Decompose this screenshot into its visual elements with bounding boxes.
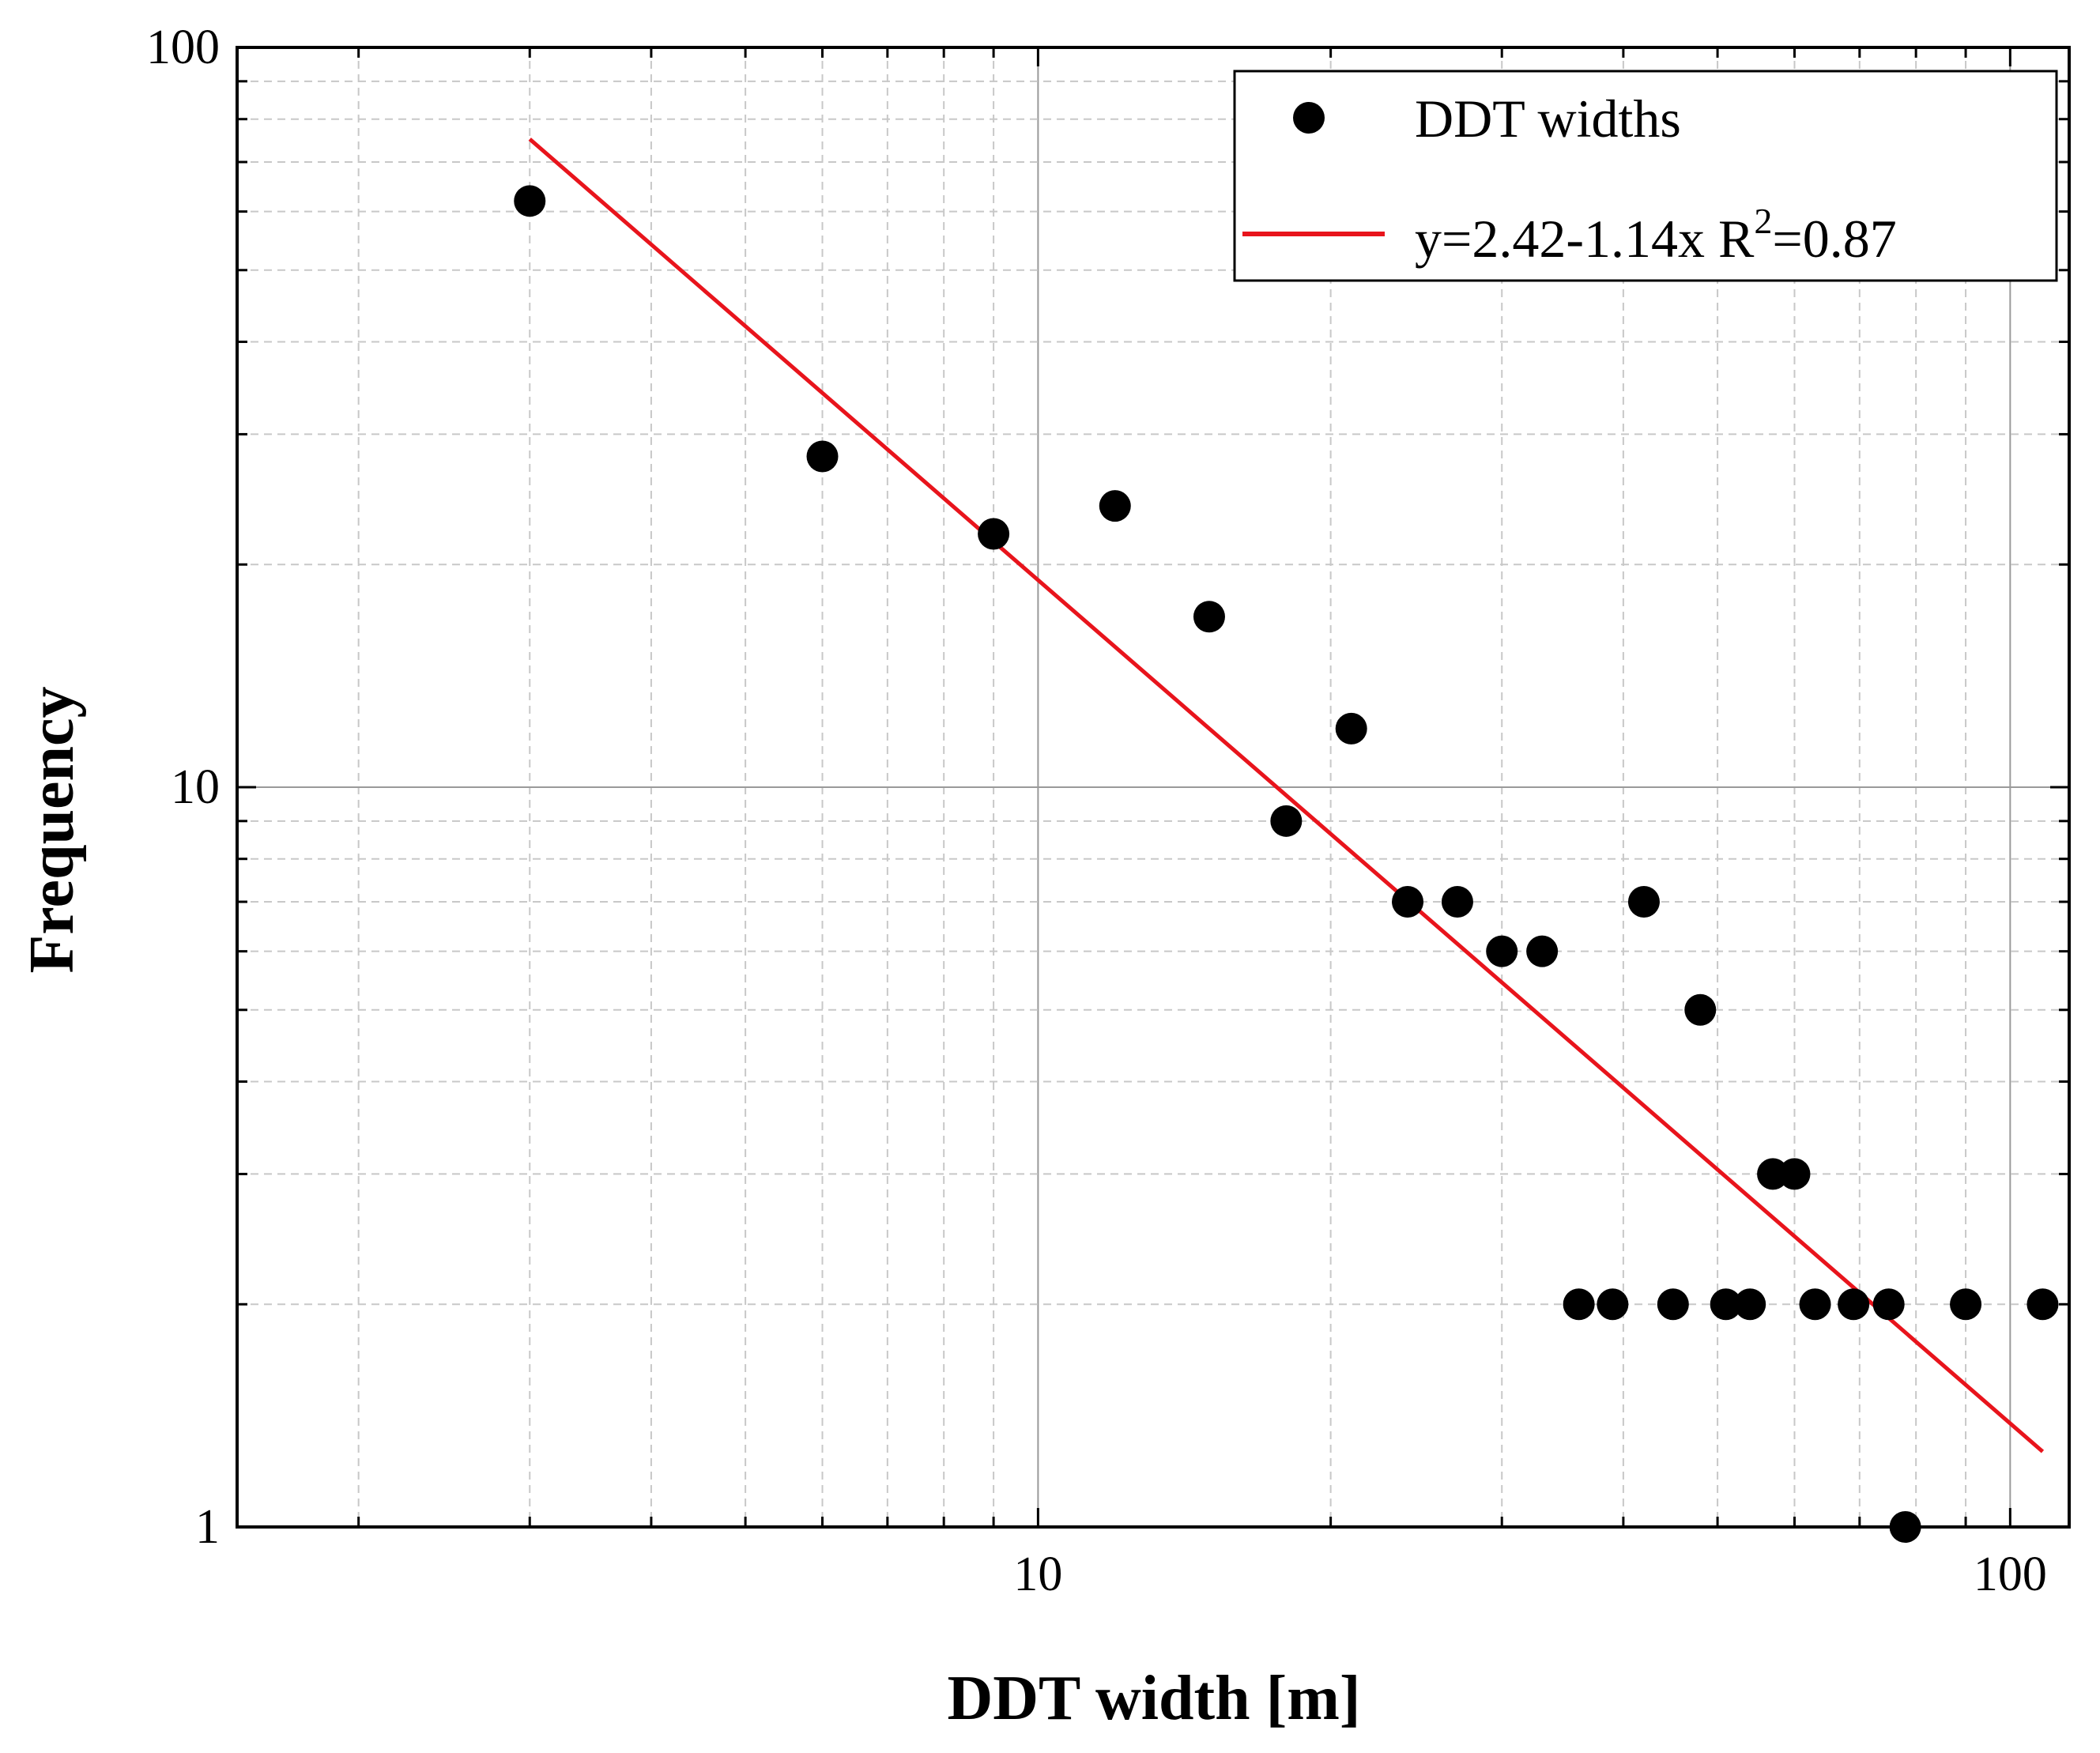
data-point bbox=[1270, 805, 1303, 837]
legend-label-ddt-widths: DDT widths bbox=[1415, 89, 1681, 149]
data-point bbox=[1684, 993, 1717, 1026]
data-point bbox=[1627, 885, 1660, 918]
data-point bbox=[1799, 1288, 1831, 1321]
data-point bbox=[1335, 712, 1367, 745]
data-point bbox=[1392, 885, 1424, 918]
legend-fit-equation: y=2.42-1.14x R bbox=[1415, 209, 1755, 269]
data-point bbox=[1657, 1288, 1689, 1321]
data-point bbox=[514, 185, 546, 217]
points-layer bbox=[514, 185, 2059, 1543]
legend-marker-ddt-widths bbox=[1293, 102, 1325, 134]
x-tick-label: 10 bbox=[1013, 1548, 1062, 1601]
ticks bbox=[237, 47, 2069, 1529]
data-point bbox=[1526, 935, 1559, 967]
grid bbox=[237, 47, 2069, 1527]
data-point bbox=[978, 518, 1010, 550]
data-point bbox=[1872, 1288, 1905, 1321]
data-point bbox=[1757, 1158, 1789, 1190]
data-point bbox=[1778, 1158, 1811, 1190]
data-point bbox=[1193, 601, 1225, 633]
data-point bbox=[1710, 1288, 1742, 1321]
fit-line-layer bbox=[528, 138, 2045, 1453]
legend-fit-superscript: 2 bbox=[1754, 201, 1772, 241]
legend-fit-r2-value: =0.87 bbox=[1772, 209, 1896, 269]
data-point bbox=[2026, 1288, 2059, 1321]
y-tick-label: 100 bbox=[146, 21, 220, 74]
data-point bbox=[1597, 1288, 1629, 1321]
legend: DDT widths y=2.42-1.14x R2=0.87 bbox=[1233, 70, 2058, 282]
tick-labels: 10 100 1 10 100 bbox=[146, 21, 2047, 1601]
data-point bbox=[1734, 1288, 1766, 1321]
y-tick-label: 1 bbox=[195, 1500, 220, 1554]
data-point bbox=[1099, 490, 1131, 522]
y-tick-label: 10 bbox=[171, 760, 220, 814]
data-point bbox=[1838, 1288, 1870, 1321]
data-point bbox=[1563, 1288, 1595, 1321]
data-point bbox=[1950, 1288, 1982, 1321]
data-point bbox=[806, 440, 839, 473]
x-axis-title: DDT width [m] bbox=[947, 1664, 1360, 1733]
y-axis-title: Frequency bbox=[17, 687, 87, 974]
x-tick-label: 100 bbox=[1974, 1548, 2047, 1601]
fit-line bbox=[528, 138, 2045, 1453]
legend-box bbox=[1233, 70, 2058, 282]
data-point bbox=[1486, 935, 1518, 967]
data-point bbox=[1441, 885, 1473, 918]
legend-label-fit: y=2.42-1.14x R2=0.87 bbox=[1415, 201, 1897, 269]
